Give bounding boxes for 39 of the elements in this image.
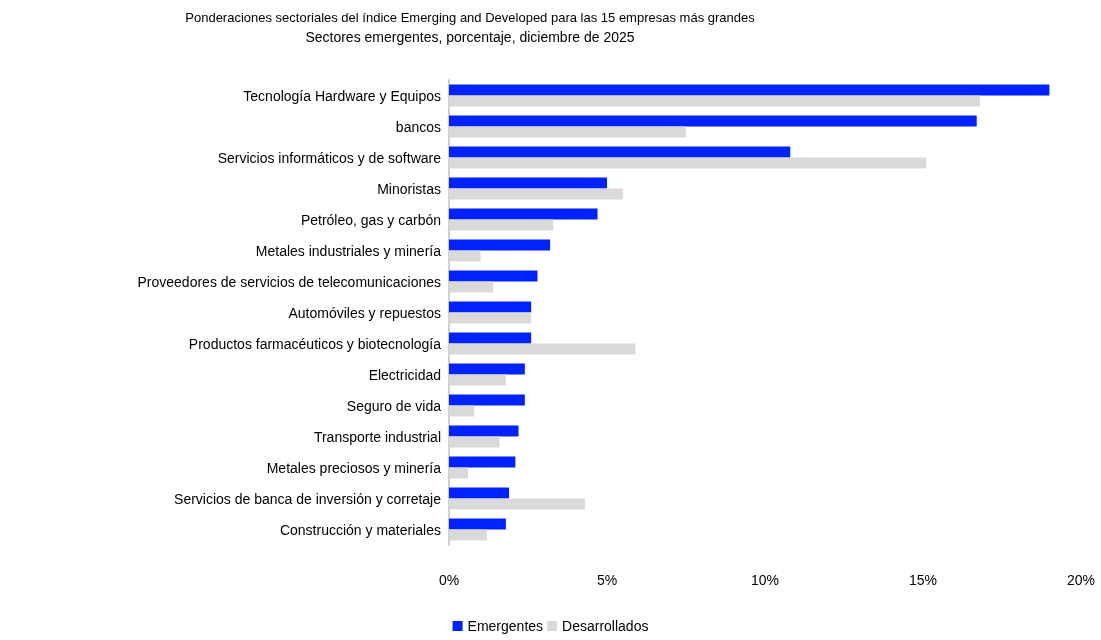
bar xyxy=(449,425,519,437)
bar xyxy=(449,270,538,282)
bar xyxy=(449,146,791,158)
y-tick-label: Metales industriales y minería xyxy=(255,242,442,259)
x-tick-label: 10% xyxy=(750,572,780,588)
bar xyxy=(449,332,532,344)
bar xyxy=(449,518,506,530)
y-tick-label: bancos xyxy=(395,118,441,135)
y-tick-label: Construcción y materiales xyxy=(279,521,441,538)
bar xyxy=(449,301,532,313)
y-tick-label: Transporte industrial xyxy=(313,428,441,445)
x-tick-label: 0% xyxy=(438,572,460,588)
y-tick-label: Seguro de vida xyxy=(346,397,442,414)
y-tick-label: Automóviles y repuestos xyxy=(288,304,441,321)
chart-title: Ponderaciones sectoriales del índice Emerging and Developed para las 15 empresas más grandes xyxy=(185,10,756,25)
y-tick-label: Servicios informáticos y de software xyxy=(217,149,442,166)
y-tick-label: Productos farmacéuticos y biotecnología xyxy=(188,335,442,352)
legend-label: Desarrollados xyxy=(562,618,649,634)
legend-label: Emergentes xyxy=(467,618,544,634)
bar xyxy=(449,208,598,220)
bar xyxy=(449,239,551,251)
x-tick-label: 20% xyxy=(1066,572,1096,588)
y-tick-label: Proveedores de servicios de telecomunicaciones xyxy=(137,273,441,290)
x-tick-label: 15% xyxy=(908,572,938,588)
bar xyxy=(449,363,525,375)
y-tick-label: Tecnología Hardware y Equipos xyxy=(243,87,441,104)
y-tick-label: Electricidad xyxy=(368,366,441,383)
bar xyxy=(449,394,525,406)
chart-subtitle: Sectores emergentes, porcentaje, diciembre de 2025 xyxy=(305,29,635,45)
y-tick-label: Metales preciosos y minería xyxy=(266,459,442,476)
y-tick-label: Minoristas xyxy=(377,180,441,197)
bar xyxy=(449,115,977,127)
bar xyxy=(449,487,510,499)
bar xyxy=(449,177,607,189)
bar xyxy=(449,84,1050,96)
x-tick-label: 5% xyxy=(596,572,618,588)
y-tick-label: Servicios de banca de inversión y corretaje xyxy=(174,490,442,507)
y-tick-label: Petróleo, gas y carbón xyxy=(300,211,441,228)
bar xyxy=(449,456,516,468)
